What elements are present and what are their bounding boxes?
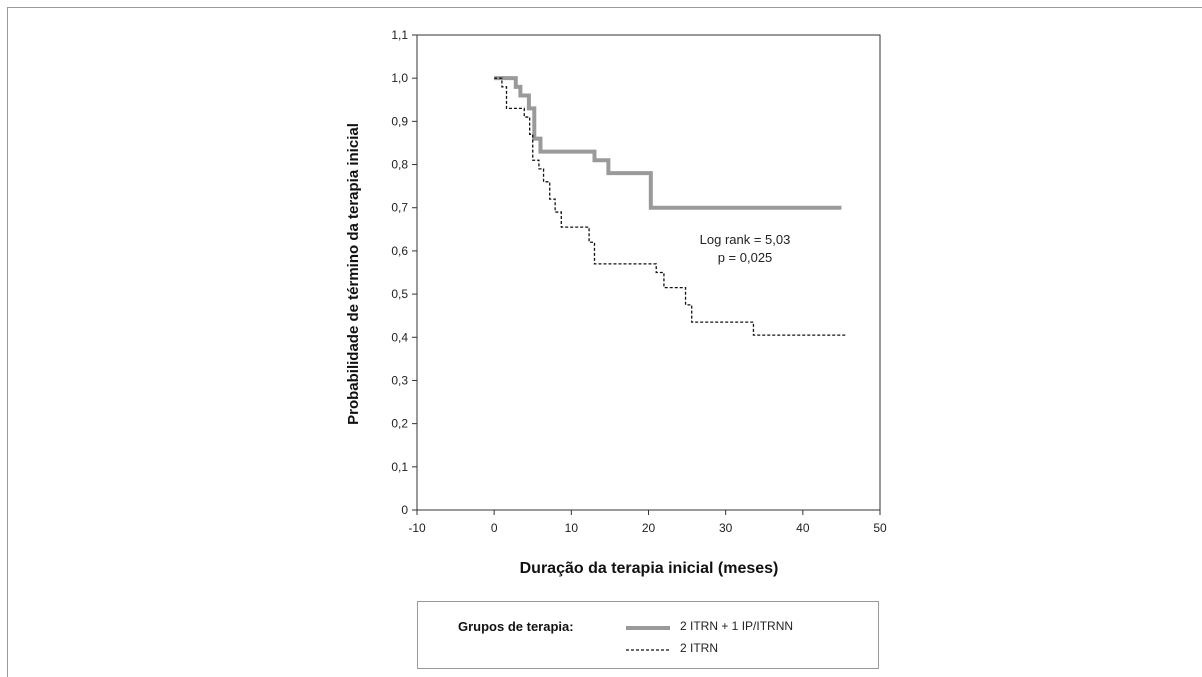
y-tick-label: 0,6: [391, 244, 408, 258]
legend-swatch-dashed: [626, 649, 670, 651]
legend-title: Grupos de terapia:: [458, 619, 574, 634]
y-tick-label: 0,1: [391, 460, 408, 474]
y-tick-label: 1,0: [391, 71, 408, 85]
y-tick-label: 1,1: [391, 28, 408, 42]
x-tick-label: 50: [873, 521, 887, 535]
y-tick-label: 0,4: [391, 330, 408, 344]
y-tick-label: 0,9: [391, 114, 408, 128]
y-tick-label: 0: [401, 503, 408, 517]
plot-frame: [416, 34, 881, 511]
figure-frame: [7, 7, 1202, 677]
x-tick-label: 10: [565, 521, 579, 535]
y-tick-label: 0,7: [391, 201, 408, 215]
x-tick-label: 20: [642, 521, 656, 535]
survival-chart: 00,10,20,30,40,50,60,70,80,91,01,1-10 0 10…: [345, 28, 887, 577]
legend-label-itrn: 2 ITRN: [680, 641, 719, 655]
x-tick-label: 30: [719, 521, 733, 535]
x-tick-label: 40: [796, 521, 810, 535]
legend-swatch-solid: [626, 626, 670, 630]
series-line-combined: [494, 76, 842, 210]
y-tick-label: 0,5: [391, 287, 408, 301]
series-line-itrn: [494, 77, 846, 336]
y-axis-title: Probabilidade de término da terapia inic…: [345, 123, 362, 425]
legend-label-combined: 2 ITRN + 1 IP/ITRNN: [680, 619, 794, 633]
x-tick-label: -10: [408, 521, 426, 535]
y-tick-label: 0,2: [391, 417, 408, 431]
y-tick-label: 0,3: [391, 373, 408, 387]
x-axis-title: Duração da terapia inicial (meses): [520, 560, 779, 577]
y-tick-label: 0,8: [391, 158, 408, 172]
x-tick-label: 0: [491, 521, 498, 535]
p-value-annotation: p = 0,025: [718, 250, 773, 265]
log-rank-annotation: Log rank = 5,03: [700, 232, 791, 247]
legend: Grupos de terapia: 2 ITRN + 1 IP/ITRNN 2…: [417, 601, 879, 669]
